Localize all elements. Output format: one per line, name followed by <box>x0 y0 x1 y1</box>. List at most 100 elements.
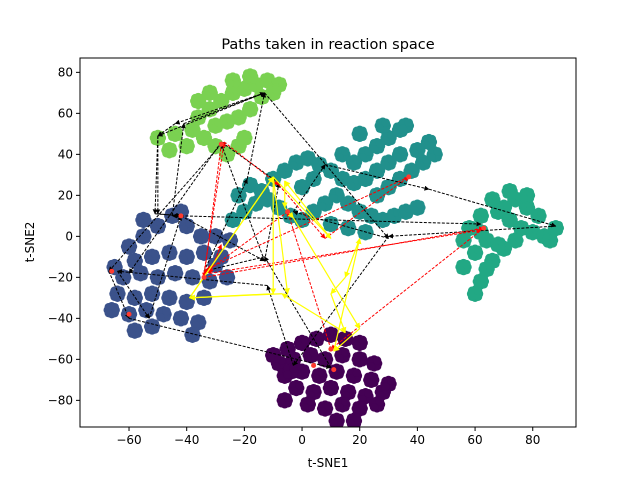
black-path-segment <box>128 317 332 369</box>
yellow-path-segment <box>272 176 290 295</box>
red-marker <box>285 209 291 215</box>
yellow-path-segment <box>333 328 361 352</box>
x-tick-label: −40 <box>174 433 199 447</box>
scatter-point <box>351 125 368 143</box>
yellow-path-segment <box>344 238 361 278</box>
yellow-path-segment <box>284 180 332 239</box>
scatter-point <box>484 191 501 208</box>
scatter-point <box>195 129 213 147</box>
scatter-point <box>345 412 363 427</box>
scatter-point <box>241 68 259 85</box>
scatter-point <box>135 228 152 245</box>
scatter-point <box>426 146 443 163</box>
yellow-path-segment <box>292 217 361 330</box>
scatter-point <box>293 211 311 229</box>
chart-title: Paths taken in reaction space <box>221 37 434 53</box>
scatter-point <box>132 265 149 282</box>
scatter-point <box>334 347 351 364</box>
black-path-segment <box>220 143 266 262</box>
scatter-point <box>259 72 276 89</box>
y-tick-label: 40 <box>58 147 73 161</box>
scatter-point <box>276 392 293 409</box>
scatter-point <box>178 248 195 266</box>
red-markers <box>109 141 487 373</box>
scatter-point <box>478 260 495 278</box>
y-tick-label: 20 <box>58 188 73 202</box>
yellow-path-segment <box>272 176 332 239</box>
x-axis-label: t-SNE1 <box>308 456 349 470</box>
x-axis: −60 −40 −20 0 20 40 60 80 <box>116 427 540 447</box>
scatter-point <box>184 326 201 343</box>
scatter-point <box>397 117 415 134</box>
scatter-point <box>207 117 224 134</box>
scatter-point <box>489 236 507 253</box>
yellow-path-segment <box>330 276 346 295</box>
red-path-segment <box>209 244 222 274</box>
black-path-segment <box>157 92 265 137</box>
scatter-point <box>345 367 363 384</box>
y-axis-label: t-SNE2 <box>23 222 37 263</box>
scatter-point <box>305 383 322 401</box>
scatter-point <box>334 396 351 413</box>
scatter-point <box>337 330 354 348</box>
x-tick-label: 40 <box>410 433 425 447</box>
scatter-point <box>178 217 195 235</box>
scatter-point <box>391 146 409 163</box>
scatter-point <box>166 265 184 282</box>
scatter-point <box>334 146 351 163</box>
x-tick-label: 20 <box>352 433 367 447</box>
black-path-segment <box>428 188 557 228</box>
red-path-1 <box>209 228 482 274</box>
black-path-segment <box>266 285 294 366</box>
scatter-point <box>161 289 178 307</box>
scatter-point <box>357 224 374 241</box>
red-marker <box>109 268 115 274</box>
black-path-segment <box>171 123 186 216</box>
scatter-point <box>541 232 559 249</box>
scatter-point <box>466 285 484 302</box>
yellow-path-segment <box>333 237 362 352</box>
black-path-segment <box>203 178 248 272</box>
scatter-point <box>420 133 438 151</box>
scatter-point <box>466 244 484 261</box>
scatter-point <box>374 117 391 134</box>
scatter-point <box>172 310 190 327</box>
scatter-point <box>518 187 536 204</box>
black-path-segment <box>220 141 280 184</box>
scatter-point <box>495 199 513 216</box>
scatter-point <box>288 379 305 397</box>
black-path-segment <box>108 143 222 272</box>
scatter-point <box>230 109 247 126</box>
scatter-point <box>328 363 345 380</box>
red-path-segment <box>203 211 288 274</box>
axes-frame <box>79 57 577 428</box>
scatter-point <box>178 293 195 311</box>
scatter-point <box>224 211 242 229</box>
scatter-point <box>241 176 259 194</box>
red-path-segment <box>324 176 410 239</box>
scatter-point <box>138 301 155 319</box>
scatter-point <box>236 129 253 147</box>
x-tick-label: 80 <box>525 433 540 447</box>
y-tick-label: −20 <box>48 270 73 284</box>
scatter-point <box>224 84 242 102</box>
scatter-point <box>380 375 397 393</box>
black-path-segment <box>180 215 265 262</box>
scatter-point <box>195 289 213 307</box>
y-tick-label: 0 <box>65 229 73 243</box>
black-path-1 <box>116 92 557 366</box>
scatter-point <box>213 92 230 110</box>
yellow-path-segment <box>188 293 282 301</box>
red-marker <box>126 311 132 317</box>
scatter-point <box>363 371 380 389</box>
x-tick-label: −20 <box>232 433 257 447</box>
scatter-point <box>161 142 178 159</box>
scatter-point <box>149 269 167 286</box>
scatter-point <box>472 224 490 241</box>
scatter-point <box>135 211 152 229</box>
scatter-point <box>293 178 311 196</box>
black-path-segment <box>174 92 265 125</box>
scatter-point <box>201 84 218 102</box>
red-path-segment <box>206 176 409 270</box>
y-tick-label: −60 <box>48 352 73 366</box>
